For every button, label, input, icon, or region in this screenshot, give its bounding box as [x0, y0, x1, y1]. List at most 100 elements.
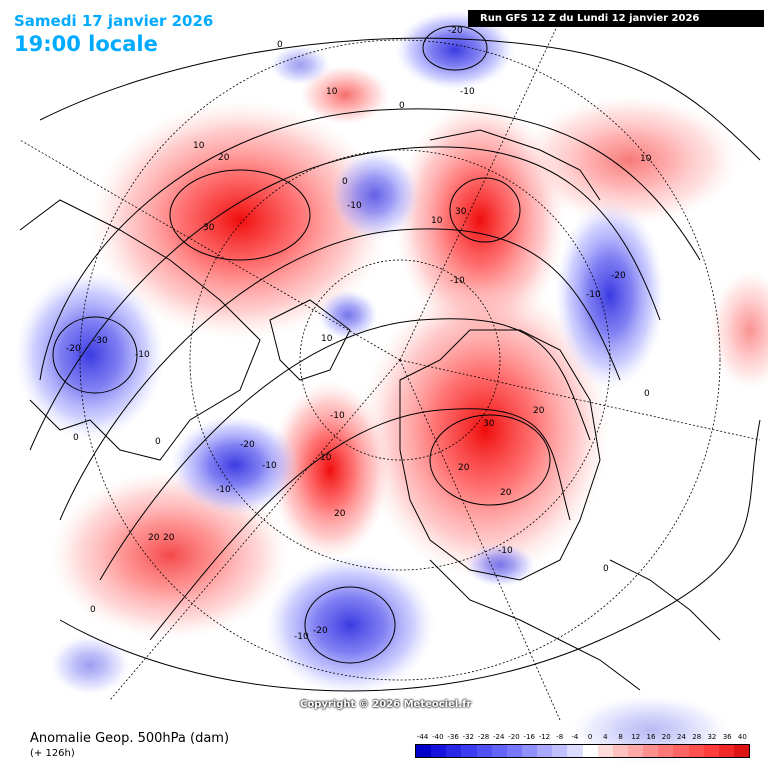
contour-labels: -20 -10 0 10 10 20 10 30 0 -10 0 10 30 2…: [66, 26, 652, 642]
legend-label: 12: [631, 733, 641, 741]
meridian-line: [109, 359, 401, 701]
meridian-line: [19, 139, 401, 361]
legend-swatch: [643, 745, 659, 757]
contour-label: 10: [320, 453, 332, 463]
forecast-date: Samedi 17 janvier 2026: [14, 12, 214, 30]
negative-anomaly-west: [15, 270, 165, 440]
positive-anomaly-atlantic: [270, 380, 390, 560]
contour-label: 0: [90, 605, 96, 615]
coastlines: [19, 129, 721, 691]
legend-swatch: [567, 745, 583, 757]
coastline-greenland: [269, 299, 351, 381]
anomaly-field: [15, 10, 768, 765]
contour-label: -10: [460, 87, 475, 97]
latitude-circle: [79, 39, 721, 681]
grid-lines: [19, 19, 761, 721]
legend-swatch: [703, 745, 719, 757]
forecast-lead-time: (+ 126h): [30, 748, 75, 759]
legend-label: -8: [556, 733, 564, 741]
contour-line: [169, 169, 311, 261]
contour-label: 20: [500, 488, 512, 498]
contour-line: [449, 177, 521, 243]
positive-anomaly-north-america: [90, 100, 390, 340]
legend-label: -4: [571, 733, 579, 741]
contour-line: [429, 414, 551, 506]
legend-label: -12: [538, 733, 551, 741]
coastline-north-america: [19, 199, 261, 461]
meridian-line: [399, 19, 561, 361]
contour-label: 20: [163, 533, 175, 543]
contour-label: 30: [455, 207, 467, 217]
contour-label: 30: [203, 223, 215, 233]
contour-label: 10: [321, 334, 333, 344]
legend-swatch: [612, 745, 628, 757]
meridian-line: [399, 359, 561, 721]
legend-label: 20: [661, 733, 671, 741]
contour-line: [149, 408, 571, 641]
coastline-east: [609, 559, 721, 641]
legend-swatch: [733, 745, 750, 757]
legend-swatch: [521, 745, 538, 757]
legend-swatch: [537, 745, 553, 757]
contour-label: 0: [399, 101, 405, 111]
contour-label: -10: [135, 350, 150, 360]
contour-label: 10: [193, 141, 205, 151]
geopotential-contours: [29, 25, 761, 692]
coastline-asia-south: [429, 559, 641, 691]
legend-label: -16: [523, 733, 535, 741]
contour-label: 20: [458, 463, 470, 473]
legend-swatch: [552, 745, 568, 757]
legend-swatch: [491, 745, 507, 757]
legend-label: -20: [508, 733, 520, 741]
legend-swatch: [658, 745, 674, 757]
contour-label: 0: [342, 177, 348, 187]
legend-swatch: [627, 745, 644, 757]
negative-anomaly-small: [318, 290, 378, 340]
contour-label: -20: [313, 626, 328, 636]
contour-label: 0: [155, 437, 161, 447]
map-title: Anomalie Geop. 500hPa (dam): [30, 731, 230, 746]
coastline-eurasia: [399, 329, 601, 581]
contour-line: [29, 146, 661, 451]
run-info-banner: Run GFS 12 Z du Lundi 12 janvier 2026: [468, 10, 764, 27]
coastline-arctic: [429, 129, 601, 201]
legend-label: 28: [692, 733, 702, 741]
contour-label: 20: [334, 509, 346, 519]
contour-line: [422, 25, 488, 71]
legend-swatch: [718, 745, 734, 757]
legend-label: 36: [722, 733, 732, 741]
color-legend: -44 -40 -36 -32 -28 -24 -20 -16 -12 -8 -4 0 4 8 12 16 20…: [415, 733, 750, 763]
legend-swatch: [688, 745, 704, 757]
negative-anomaly-south: [265, 555, 435, 695]
contour-label: 0: [277, 40, 283, 50]
contour-label: 0: [73, 433, 79, 443]
contour-label: -20: [240, 440, 255, 450]
legend-color-bar: [415, 744, 750, 758]
legend-swatch: [416, 745, 432, 757]
contour-label: 20: [533, 406, 545, 416]
contour-label: -30: [93, 336, 108, 346]
legend-swatch: [673, 745, 689, 757]
legend-label: 32: [707, 733, 717, 741]
legend-label: -24: [493, 733, 505, 741]
contour-label: -10: [347, 201, 362, 211]
contour-label: -20: [66, 344, 81, 354]
legend-label: 40: [737, 733, 747, 741]
legend-label: 16: [646, 733, 656, 741]
legend-labels: -44 -40 -36 -32 -28 -24 -20 -16 -12 -8 -4 0 4 8 12 16 20…: [415, 733, 750, 743]
legend-swatch: [446, 745, 462, 757]
positive-anomaly-east: [520, 95, 740, 225]
negative-anomaly-small-3: [270, 45, 330, 85]
negative-anomaly-asia: [555, 200, 665, 390]
legend-label: -28: [477, 733, 490, 741]
contour-line: [59, 228, 621, 521]
contour-label: -10: [330, 411, 345, 421]
latitude-circle: [299, 259, 501, 461]
contour-label: 30: [483, 419, 495, 429]
legend-label: 4: [603, 733, 608, 741]
legend-swatch: [506, 745, 522, 757]
contour-label: -10: [294, 632, 309, 642]
contour-line: [39, 37, 761, 161]
